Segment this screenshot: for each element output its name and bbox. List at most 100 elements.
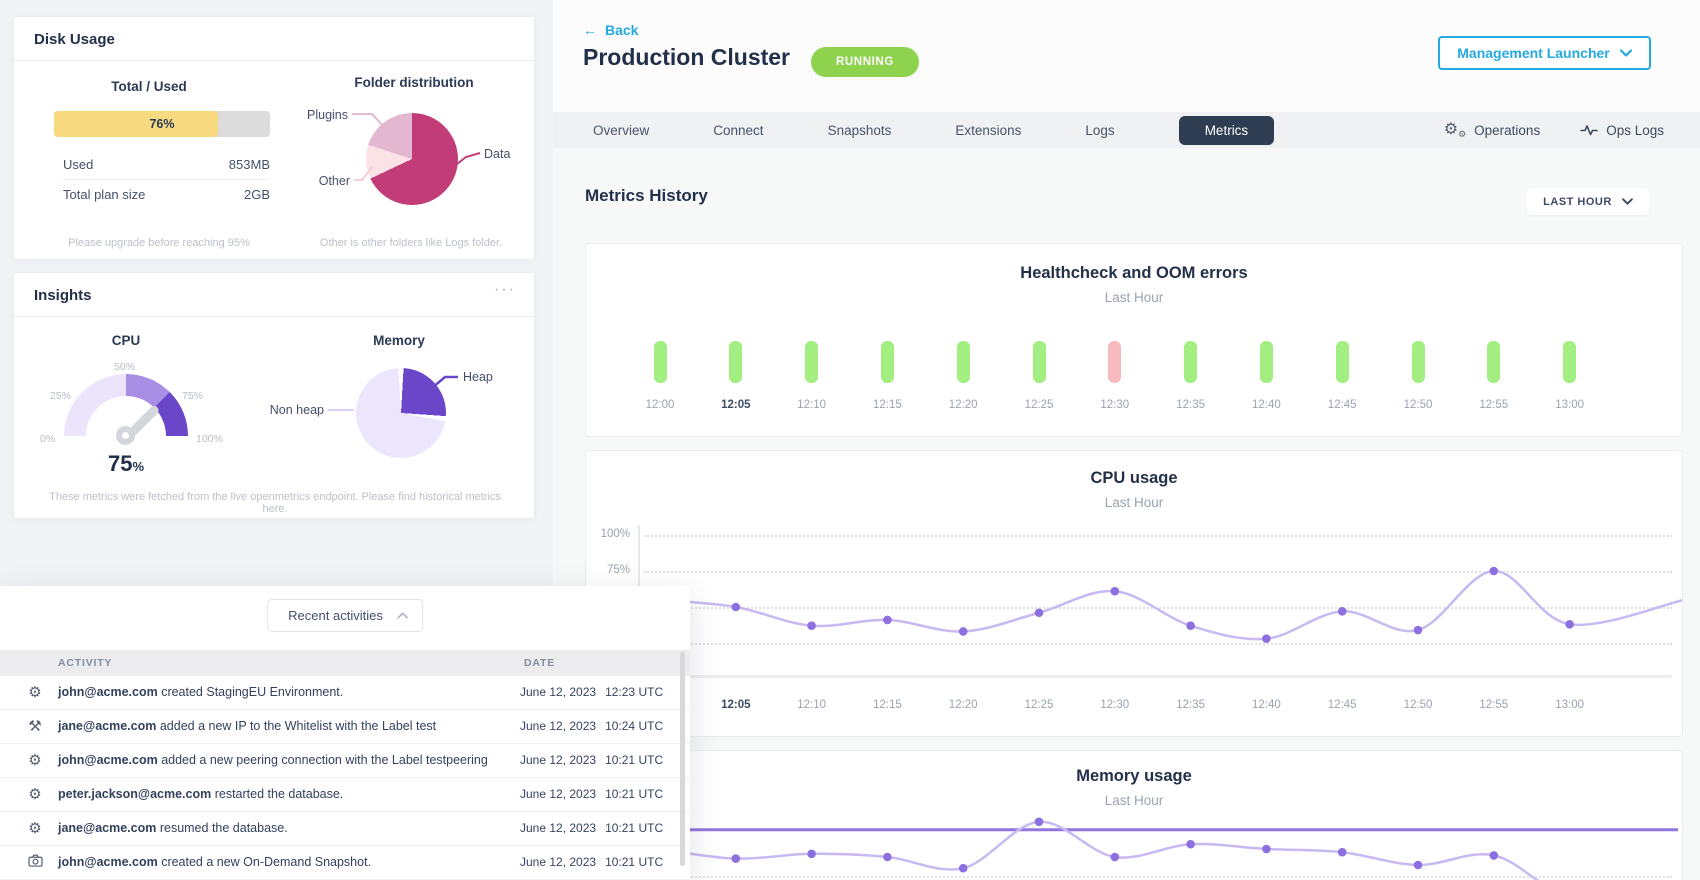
- x-axis-line: [616, 675, 1672, 678]
- kebab-menu-icon[interactable]: ···: [494, 281, 516, 298]
- x-axis-label-12:15: 12:15: [873, 699, 902, 711]
- time-range-label: LAST HOUR: [1543, 195, 1612, 208]
- activity-text: john@acme.com created a new On-Demand Sn…: [58, 855, 372, 869]
- healthcheck-card: Healthcheck and OOM errors Last Hour 12:…: [585, 243, 1683, 437]
- gridline-100: [644, 535, 1672, 537]
- activity-row[interactable]: ⚙ jane@acme.com resumed the database. June…: [0, 812, 690, 846]
- activity-row[interactable]: ⚒ jane@acme.com added a new IP to the Whi…: [0, 710, 690, 744]
- memory-point-12:10[interactable]: [807, 849, 816, 859]
- memory-point-12:20[interactable]: [958, 863, 968, 873]
- activities-table-header: ACTIVITY DATE: [0, 650, 690, 676]
- tab-snapshots[interactable]: Snapshots: [827, 122, 892, 138]
- x-axis-label-12:50: 12:50: [1403, 699, 1433, 711]
- tab-ops-logs[interactable]: Ops Logs: [1580, 123, 1664, 138]
- memory-point-12:25[interactable]: [1034, 817, 1044, 827]
- memory-chart-title: Memory usage: [1076, 767, 1192, 785]
- total-plan-label: Total plan size: [63, 187, 146, 202]
- memory-point-12:15[interactable]: [883, 852, 892, 862]
- x-axis-label-12:35: 12:35: [1176, 699, 1205, 711]
- tab-list: Overview Connect Snapshots Extensions Logs Me…: [593, 115, 1275, 145]
- gridline-low: [644, 876, 1672, 878]
- folder-distribution-pie: [366, 113, 458, 205]
- total-row: Total plan size 2GB: [63, 187, 270, 202]
- healthcheck-bar-12:35: [1184, 341, 1198, 383]
- activity-row[interactable]: ⚙ john@acme.com added a new peering conne…: [0, 744, 690, 778]
- disk-usage-percent-label: 76%: [149, 117, 175, 131]
- memory-chart-subtitle: Last Hour: [1104, 793, 1164, 808]
- activity-row[interactable]: ⚙ peter.jackson@acme.com restarted the da…: [0, 778, 690, 812]
- recent-activities-toggle[interactable]: Recent activities: [267, 599, 423, 632]
- cpu-point-12:05[interactable]: [731, 602, 741, 612]
- insights-footnote: These metrics were fetched from the live…: [49, 491, 501, 515]
- memory-point-12:30[interactable]: [1110, 852, 1120, 862]
- memory-point-12:05[interactable]: [731, 854, 741, 863]
- scrollbar[interactable]: [680, 652, 685, 866]
- activity-row[interactable]: ⚙ john@acme.com created StagingEU Environ…: [0, 676, 690, 710]
- time-range-selector[interactable]: LAST HOUR: [1526, 188, 1650, 215]
- activity-row[interactable]: john@acme.com created a new On-Demand Sn…: [0, 846, 690, 880]
- memory-point-12:40[interactable]: [1262, 844, 1271, 854]
- x-axis-label-12:30: 12:30: [1100, 699, 1130, 711]
- tab-logs[interactable]: Logs: [1085, 122, 1115, 138]
- x-axis-label-12:00: 12:00: [645, 399, 675, 411]
- disk-footnote: Please upgrade before reaching 95%: [68, 237, 250, 249]
- management-launcher-button[interactable]: Management Launcher: [1438, 36, 1651, 70]
- healthcheck-bar-12:30: [1108, 341, 1122, 383]
- cluster-header: ← Back Production Cluster RUNNING Manage…: [553, 0, 1700, 112]
- gauge-tick-0: 0%: [40, 433, 56, 445]
- status-badge: RUNNING: [811, 47, 919, 77]
- cpu-heading: CPU: [111, 333, 141, 348]
- cpu-point-12:35[interactable]: [1186, 621, 1195, 631]
- cpu-point-12:30[interactable]: [1110, 586, 1120, 596]
- back-link[interactable]: ← Back: [583, 22, 638, 38]
- management-launcher-label: Management Launcher: [1457, 45, 1610, 61]
- x-axis-label-12:40: 12:40: [1252, 399, 1281, 411]
- pie-label-nonheap: Non heap: [269, 403, 324, 417]
- healthcheck-bar-12:55: [1487, 341, 1501, 383]
- gauge-tick-50: 50%: [114, 361, 136, 373]
- tab-extensions[interactable]: Extensions: [955, 122, 1022, 138]
- tab-overview[interactable]: Overview: [593, 122, 650, 138]
- x-axis-label-12:15: 12:15: [873, 399, 902, 411]
- x-axis-label-12:05: 12:05: [721, 699, 751, 711]
- column-activity: ACTIVITY: [58, 657, 113, 669]
- back-arrow-icon: ←: [583, 22, 597, 38]
- memory-point-12:55[interactable]: [1489, 851, 1499, 860]
- cpu-point-12:55[interactable]: [1489, 566, 1499, 576]
- tab-metrics[interactable]: Metrics: [1178, 115, 1275, 145]
- disk-usage-card: Disk Usage Total / Used 76% Used 853MB T…: [13, 16, 535, 260]
- pie-label-plugins: Plugins: [307, 108, 348, 122]
- activity-actor: jane@acme.com: [58, 719, 157, 733]
- recent-activities-label: Recent activities: [288, 608, 383, 623]
- memory-line-chart: [638, 817, 1678, 880]
- gear-icon: ⚙: [28, 820, 42, 837]
- memory-pie: [356, 368, 446, 458]
- gears-icon: ⚙⚙: [1443, 120, 1467, 139]
- activity-actor: john@acme.com: [58, 855, 158, 869]
- tab-bar: Overview Connect Snapshots Extensions Logs Me…: [553, 112, 1700, 148]
- used-label: Used: [63, 157, 94, 172]
- insights-header: Insights ···: [14, 273, 534, 317]
- memory-point-12:45[interactable]: [1337, 847, 1347, 857]
- disk-usage-progress-fill: [54, 111, 219, 137]
- activity-date: June 12, 2023 10:24 UTC: [520, 719, 664, 733]
- cpu-point-12:45[interactable]: [1337, 607, 1347, 616]
- tools-icon: ⚒: [28, 718, 42, 735]
- cpu-point-12:50[interactable]: [1413, 625, 1423, 635]
- memory-point-12:35[interactable]: [1186, 839, 1195, 849]
- cpu-point-12:15[interactable]: [883, 615, 892, 625]
- healthcheck-bar-12:50: [1411, 341, 1425, 383]
- cpu-point-12:25[interactable]: [1034, 608, 1044, 618]
- cpu-point-12:10[interactable]: [807, 621, 816, 631]
- cpu-point-13:00[interactable]: [1565, 619, 1574, 629]
- cpu-point-12:40[interactable]: [1262, 634, 1271, 643]
- memory-point-12:50[interactable]: [1413, 860, 1423, 870]
- activity-text: peter.jackson@acme.com restarted the dat…: [58, 787, 344, 801]
- used-value: 853MB: [228, 157, 270, 172]
- tab-operations[interactable]: ⚙⚙ Operations: [1443, 120, 1540, 139]
- tab-connect[interactable]: Connect: [713, 122, 764, 138]
- chevron-down-icon: [1619, 49, 1632, 57]
- x-axis-label-12:10: 12:10: [797, 699, 826, 711]
- cpu-point-12:20[interactable]: [958, 627, 968, 636]
- folder-footnote: Other is other folders like Logs folder.: [319, 237, 503, 249]
